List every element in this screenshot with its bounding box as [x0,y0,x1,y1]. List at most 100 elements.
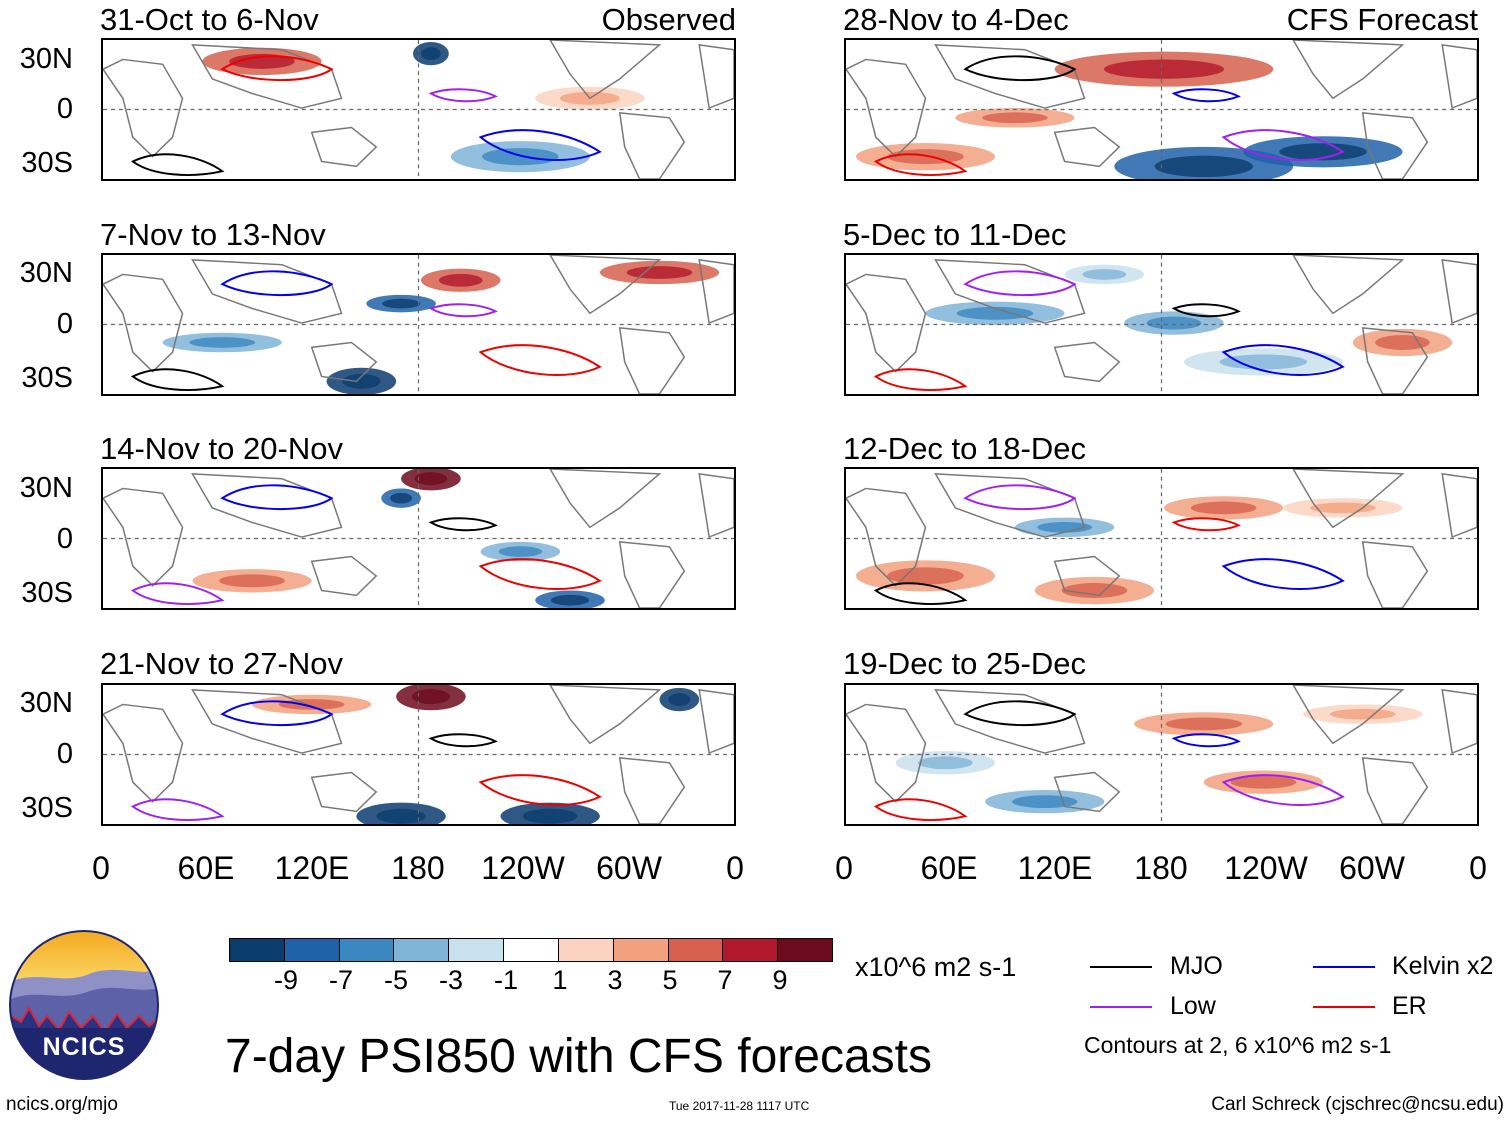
coastline [549,469,662,529]
contour-line [1221,774,1345,806]
panel-title: 21-Nov to 27-Nov [100,646,343,681]
colorbar-units: x10^6 m2 s-1 [855,952,1017,982]
coastline [191,689,343,754]
anomaly-shading [414,472,448,486]
lat-label-0: 0 [56,93,73,125]
footer-author: Carl Schreck (cjschrec@ncsu.edu) [1211,1094,1504,1115]
coastline [846,58,927,158]
anomaly-shading [1165,717,1242,731]
lon-label: 120W [1224,850,1308,886]
anomaly-shading [1082,269,1127,280]
coastline [1292,469,1405,529]
colorbar-swatch [557,939,613,961]
lon-label: 0 [92,850,110,886]
coastline [549,40,662,100]
contour-line [963,270,1077,296]
anomaly-shading [421,47,441,61]
coastline [1361,757,1429,824]
anomaly-shading [1011,795,1078,809]
coastline [310,555,378,597]
anomaly-shading [376,808,426,824]
contour-note: Contours at 2, 6 x10^6 m2 s-1 [1084,1032,1392,1058]
anomaly-shading [626,266,693,279]
coastline [1053,126,1121,168]
lat-label-30s: 30S [21,362,73,394]
coastline [1361,112,1429,179]
contour-line [963,700,1077,726]
anomaly-shading [342,373,381,389]
lon-label: 0 [835,850,853,886]
lat-label-0: 0 [56,738,73,770]
contour-line [1171,303,1241,318]
map-panel [101,38,736,181]
colorbar-tick: -7 [328,965,353,995]
contour-line [428,517,498,532]
colorbar-tick: -9 [273,965,298,995]
lon-label: 0 [1469,850,1487,886]
coastline [1292,40,1405,100]
contour-line [963,484,1077,510]
contour-line [428,303,498,318]
anomaly-shading [1329,708,1396,720]
coastline [698,258,734,325]
contour-line [130,368,225,391]
anomaly-shading [1146,316,1202,330]
footer-url: ncics.org/mjo [6,1094,118,1115]
anomaly-shading [982,112,1048,124]
coastline [934,44,1086,109]
coastline [1361,541,1429,608]
legend-swatch-mjo [1090,966,1152,968]
coastline [618,541,686,608]
colorbar-swatch [503,939,558,961]
coastline [191,473,343,538]
colorbar-swatch [777,939,832,961]
contour-line [1221,558,1345,590]
colorbar [229,938,833,962]
logo-text: NCICS [43,1033,126,1061]
coastline [1292,685,1405,745]
anomaly-shading [189,337,256,348]
panel-title: 7-Nov to 13-Nov [100,217,326,252]
panel-title: 19-Dec to 25-Dec [843,646,1086,681]
coastline [191,44,343,109]
colorbar-tick: 7 [717,965,733,995]
coastline [103,487,184,587]
coastline [934,259,1086,324]
contour-line [1221,129,1345,161]
anomaly-shading [918,756,973,770]
colorbar-tick: 9 [772,965,788,995]
colorbar-tick: 1 [552,965,568,995]
coastline [310,341,378,383]
lat-label-30s: 30S [21,577,73,609]
anomaly-shading [522,808,578,824]
coastline [1053,771,1121,813]
map-panel [844,467,1479,610]
contour-line [478,344,602,376]
contour-line [428,733,498,748]
lon-label: 60E [177,850,235,886]
lon-label: 60E [920,850,978,886]
anomaly-shading [1219,354,1308,370]
lat-label-30n: 30N [19,472,73,504]
contour-line [873,153,968,176]
coastline [549,685,662,745]
lon-label: 180 [391,850,445,886]
coastline [1441,43,1477,110]
lat-label-30n: 30N [19,43,73,75]
anomaly-shading [668,693,691,706]
footer-timestamp: Tue 2017-11-28 1117 UTC [669,1099,810,1113]
coastline [618,112,686,179]
contour-line [1171,733,1241,748]
panel-title: 31-Oct to 6-Nov [100,2,319,37]
coastline [618,757,686,824]
anomaly-shading [550,594,590,606]
colorbar-swatch [338,939,394,961]
map-panel [101,683,736,826]
anomaly-shading [229,53,295,69]
coastline [846,487,927,587]
lon-label: 120E [274,850,350,886]
colorbar-tick: -3 [438,965,463,995]
contour-line [478,774,602,806]
lon-label: 120W [481,850,565,886]
panel-title: 28-Nov to 4-Dec [843,2,1069,37]
